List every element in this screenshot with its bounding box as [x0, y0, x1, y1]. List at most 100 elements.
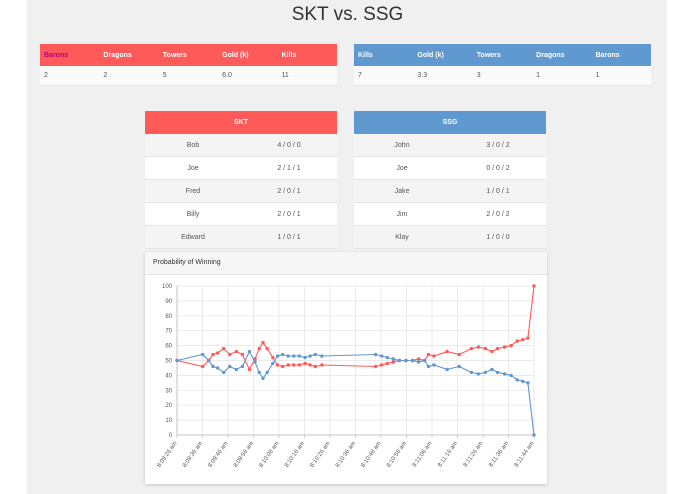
x-tick-label: 8:09:26 am: [156, 441, 178, 469]
series-1-point: [397, 358, 402, 363]
ssg-stats-table: Kills Gold (k) Towers Dragons Barons 7 3…: [354, 44, 651, 86]
series-1-point: [426, 364, 431, 369]
series-1-point: [515, 378, 519, 382]
skt-header-towers: Towers: [158, 44, 219, 66]
series-0-point: [292, 363, 296, 367]
x-tick-label: 8:09:46 am: [207, 441, 229, 469]
series-0-point: [297, 363, 302, 367]
series-0-point: [286, 363, 290, 367]
skt-roster-table: SKT Bob 4 / 0 / 0 Joe 2 / 1 / 1 Fred 2 / 0 …: [145, 111, 337, 249]
series-1-point: [495, 370, 500, 375]
ssg-stats-row: 7 3.3 3 1 1: [354, 66, 651, 86]
x-tick-label: 8:10:46 am: [360, 441, 382, 469]
y-tick-label: 0: [169, 433, 173, 439]
table-row: Fred 2 / 0 / 1: [145, 179, 337, 203]
series-0-point: [476, 345, 481, 349]
series-1-point: [391, 357, 396, 361]
series-1-point: [308, 354, 312, 358]
series-1-point: [483, 370, 488, 375]
skt-stats-table: Barons Dragons Towers Gold (k) Kills 2 2…: [40, 44, 337, 86]
player-name: Bob: [145, 134, 241, 157]
series-1-point: [265, 370, 269, 375]
y-tick-label: 100: [162, 284, 173, 290]
ssg-kills-value: 7: [354, 66, 414, 86]
series-1-point: [416, 360, 421, 364]
skt-header-barons: Barons: [40, 44, 100, 66]
skt-roster-header: SKT: [145, 111, 337, 134]
x-tick-label: 8:09:36 am: [182, 441, 204, 469]
series-1-point: [404, 358, 408, 363]
series-1-point: [275, 354, 280, 358]
series-1-point: [240, 364, 245, 369]
page-margin-right: [667, 0, 695, 494]
chart-panel-title: Probability of Winning: [145, 252, 547, 275]
x-tick-label: 8:10:36 am: [335, 441, 357, 469]
series-1-point: [207, 358, 211, 363]
series-1-point: [490, 367, 494, 372]
series-1-point: [201, 352, 205, 357]
series-0-point: [490, 349, 494, 354]
player-name: Jim: [354, 202, 450, 226]
series-0-point: [483, 346, 488, 351]
table-row: John 3 / 0 / 2: [354, 134, 546, 157]
series-1-point: [526, 381, 530, 385]
series-0-point: [495, 346, 500, 351]
x-tick-label: 8:10:56 am: [386, 441, 408, 469]
series-1-point: [476, 372, 481, 376]
series-1-point: [257, 370, 261, 375]
series-0-point: [234, 349, 239, 354]
series-1-point: [253, 360, 257, 364]
series-1-point: [385, 355, 389, 360]
probability-line-chart: 0 10 20 30 40 50 60 70 80 90 100 8:09:26 am 8:09:36 …: [156, 284, 536, 469]
series-1-point: [228, 364, 232, 369]
series-0-point: [280, 364, 285, 369]
series-1-point: [303, 355, 307, 360]
series-0-point: [526, 336, 530, 340]
player-name: John: [354, 134, 450, 157]
y-tick-label: 50: [165, 359, 172, 365]
series-1-point: [457, 364, 461, 369]
series-1-point: [469, 370, 474, 375]
x-tick-label: 8:11:44 am: [514, 441, 536, 469]
series-1-point: [211, 364, 215, 369]
player-name: Jake: [354, 179, 450, 203]
player-kda: 2 / 0 / 2: [450, 202, 546, 226]
x-tick-label: 8:10:06 am: [258, 441, 280, 469]
skt-barons-value: 2: [40, 66, 100, 86]
series-1-point: [271, 361, 275, 366]
ssg-header-dragons: Dragons: [532, 44, 592, 66]
series-0-point: [228, 352, 232, 357]
table-row: Jim 2 / 0 / 2: [354, 202, 546, 226]
series-1-point: [432, 363, 436, 367]
series-0-point: [257, 346, 261, 351]
ssg-barons-value: 1: [591, 66, 651, 86]
series-0-point: [265, 346, 269, 351]
series-0-point: [373, 364, 378, 369]
player-kda: 2 / 1 / 1: [241, 156, 337, 180]
series-1-point: [532, 433, 536, 437]
player-kda: 4 / 0 / 0: [241, 134, 337, 157]
series-0-point: [416, 357, 421, 361]
table-row: Joe 0 / 0 / 2: [354, 156, 546, 180]
skt-kills-value: 11: [277, 66, 337, 86]
table-row: Klay 1 / 0 / 0: [354, 225, 546, 249]
skt-header-dragons: Dragons: [99, 44, 159, 66]
ssg-header-kills: Kills: [354, 44, 414, 66]
series-0-point: [469, 346, 474, 351]
series-0-point: [385, 361, 389, 366]
x-tick-label: 8:11:26 am: [463, 441, 485, 469]
series-1-point: [222, 370, 226, 375]
player-kda: 1 / 0 / 1: [450, 179, 546, 203]
player-name: Fred: [145, 179, 241, 203]
player-kda: 1 / 0 / 1: [241, 225, 337, 249]
skt-header-gold: Gold (k): [218, 44, 278, 66]
player-name: Joe: [354, 156, 450, 180]
skt-dragons-value: 2: [99, 66, 159, 86]
player-name: Klay: [354, 225, 450, 249]
x-tick-label: 8:10:26 am: [309, 441, 331, 469]
series-1-point: [292, 354, 296, 358]
x-tick-label: 8:09:56 am: [233, 441, 255, 469]
series-0-point: [201, 364, 205, 369]
probability-chart-panel: Probability of Winning 0 10 20 30 40 50 60 70 80…: [145, 252, 547, 484]
series-1-point: [234, 367, 239, 372]
